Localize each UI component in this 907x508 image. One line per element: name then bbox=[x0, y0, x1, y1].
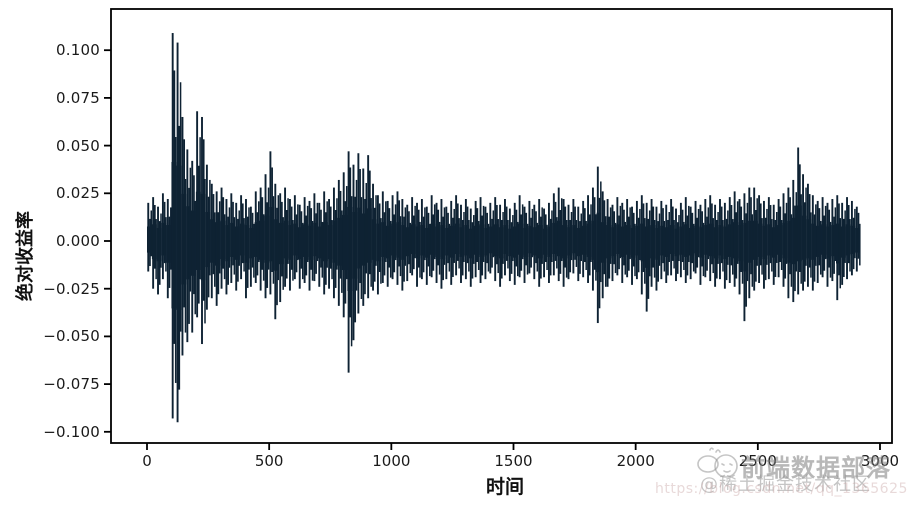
x-tick-label: 1000 bbox=[372, 452, 411, 470]
y-tick-label: 0.075 bbox=[56, 88, 100, 107]
x-axis-label: 时间 bbox=[485, 476, 524, 498]
y-tick-label: −0.075 bbox=[43, 375, 100, 394]
y-axis-label: 绝对收益率 bbox=[15, 211, 36, 301]
y-tick-label: −0.025 bbox=[43, 279, 100, 298]
x-tick-label: 1500 bbox=[494, 452, 533, 470]
y-tick-label: 0.025 bbox=[56, 184, 100, 203]
x-tick-label: 0 bbox=[142, 452, 152, 470]
y-tick-label: 0.050 bbox=[56, 136, 100, 155]
y-tick-label: 0.000 bbox=[56, 232, 100, 250]
x-tick-label: 500 bbox=[254, 452, 284, 470]
y-tick-label: −0.050 bbox=[43, 327, 100, 346]
x-tick-label: 3000 bbox=[860, 452, 900, 470]
y-tick-label: −0.100 bbox=[43, 422, 100, 441]
x-tick-label: 2500 bbox=[738, 452, 777, 470]
x-tick-label: 2000 bbox=[616, 452, 655, 470]
y-tick-label: 0.100 bbox=[56, 41, 100, 60]
